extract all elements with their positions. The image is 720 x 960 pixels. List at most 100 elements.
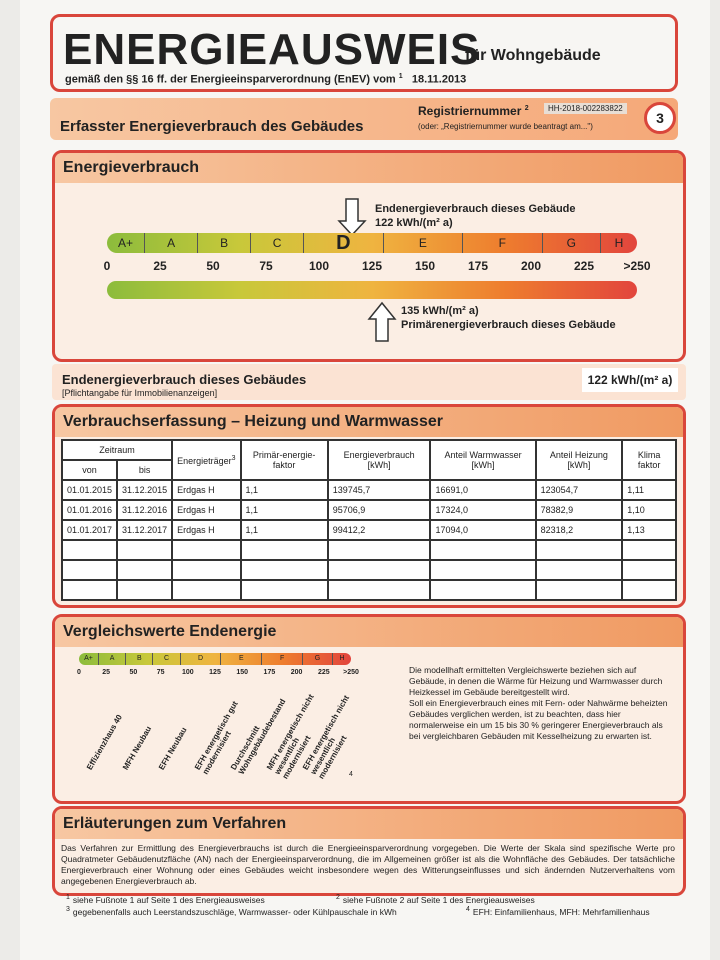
table-cell: 1,1 (239, 479, 329, 501)
reg-label-text: Registriernummer (418, 104, 522, 118)
section-bar: Erfasster Energieverbrauch des Gebäudes … (50, 98, 678, 140)
scale-tick: 225 (573, 259, 595, 273)
footnote: 2 siehe Fußnote 2 auf Seite 1 des Energie… (336, 894, 535, 905)
class-label: H (331, 653, 351, 665)
empty-cell (60, 559, 119, 581)
table-row: 01.01.2015 31.12.2015 Erdgas H 1,1 139745,7 1… (60, 479, 677, 501)
table-cell: 31.12.2016 (116, 499, 174, 521)
empty-cell (116, 539, 174, 561)
footnote-mark: 2 (336, 894, 340, 901)
footnote: 3 gegebenenfalls auch Leerstandszuschläge… (66, 906, 397, 917)
class-label: D (179, 653, 221, 665)
footnote-mark: 4 (466, 906, 470, 913)
scale-tick: 0 (103, 259, 111, 273)
vergleich-text2: Soll ein Energieverbrauch eines mit Fern… (409, 698, 668, 741)
table-cell: 01.01.2017 (60, 519, 119, 541)
empty-cell (429, 539, 537, 561)
scale-tick: 25 (102, 669, 111, 676)
empty-cell (239, 539, 329, 561)
vergleich-box: Vergleichswerte Endenergie A+ A B C D E F G H 0 2… (52, 614, 686, 804)
class-label: H (599, 233, 637, 253)
class-label: B (125, 653, 152, 665)
th-warmwasser: Anteil Warmwasser [kWh] (429, 439, 537, 481)
footnote: 4 EFH: Einfamilienhaus, MFH: Mehrfamilien… (466, 906, 650, 917)
empty-cell (60, 539, 119, 561)
subtitle: für Wohngebäude (465, 47, 601, 64)
summary-note: [Pflichtangabe für Immobilienanzeigen] (62, 388, 218, 398)
empty-cell (326, 559, 432, 581)
footnote-text: EFH: Einfamilienhaus, MFH: Mehrfamilienh… (472, 906, 650, 917)
table-cell: 01.01.2015 (60, 479, 119, 501)
footnote-text: siehe Fußnote 2 auf Seite 1 des Energiea… (342, 894, 535, 905)
primary-value: 135 kWh/(m² a) (401, 305, 479, 317)
class-label: A+ (118, 236, 134, 250)
scale-bar-lower (107, 281, 637, 299)
class-label: G (302, 653, 332, 665)
table-row: 01.01.2016 31.12.2016 Erdgas H 1,1 95706,9 17… (60, 499, 677, 521)
arrow-up (367, 301, 397, 342)
scale-tick: 175 (263, 669, 276, 676)
verbrauch-box: Verbrauchserfassung – Heizung und Warmwa… (52, 404, 686, 608)
reg-note: (oder: „Registriernummer wurde beantragt… (418, 122, 593, 131)
class-label: C (250, 233, 303, 253)
footnote-text: gegebenenfalls auch Leerstandszuschläge,… (72, 906, 397, 917)
vergleich-footnote: 4 (349, 771, 353, 778)
empty-cell (171, 539, 242, 561)
empty-cell (621, 539, 677, 561)
table-cell: 01.01.2016 (60, 499, 119, 521)
empty-row (60, 539, 677, 561)
scale-tick: 75 (156, 669, 165, 676)
scale-tick: 150 (414, 259, 436, 273)
basis: gemäß den §§ 16 ff. der Energieeinsparve… (65, 73, 466, 86)
table-cell: 31.12.2015 (116, 479, 174, 501)
table-row: 01.01.2017 31.12.2017 Erdgas H 1,1 99412,2 17… (60, 519, 677, 541)
empty-cell (326, 579, 432, 601)
scale-tick: 0 (77, 669, 81, 676)
empty-cell (326, 539, 432, 561)
scale-ticks: 0 25 50 75 100 125 150 175 200 225 >250 (104, 259, 651, 275)
summary: Endenergieverbrauch dieses Gebäudes [Pfl… (52, 364, 686, 400)
th-verbrauch: Energieverbrauch [kWh] (326, 439, 432, 481)
empty-cell (239, 579, 329, 601)
class-label: B (197, 233, 250, 253)
scale-tick: 50 (206, 259, 220, 273)
date: 18.11.2013 (411, 73, 467, 86)
empty-cell (534, 559, 624, 581)
scale-tick: 200 (520, 259, 542, 273)
empty-cell (116, 559, 174, 581)
th-zeitraum: Zeitraum (60, 439, 174, 461)
scale-tick: 200 (290, 669, 303, 676)
title: ENERGIEAUSWEIS (63, 25, 481, 74)
class-label: E (382, 233, 463, 253)
footnote-mark: 3 (66, 906, 70, 913)
vergleich-scale: A+ A B C D E F G H (79, 653, 351, 665)
scale-tick: 225 (317, 669, 330, 676)
header-box: ENERGIEAUSWEIS für Wohngebäude gemäß den… (50, 14, 678, 92)
th-energietraeger-text: Energieträger (177, 455, 232, 466)
empty-cell (171, 559, 242, 581)
vergleich-text1: Die modellhaft ermittelten Vergleichswer… (409, 665, 663, 697)
table-cell: 139745,7 (326, 479, 432, 501)
energieverbrauch-box: Energieverbrauch Endenergieverbrauch die… (52, 150, 686, 362)
class-label: F (261, 653, 302, 665)
erlaeuterungen-title: Erläuterungen zum Verfahren (55, 809, 683, 839)
scale-tick: 75 (259, 259, 273, 273)
th-energietraeger-fn: 3 (231, 454, 236, 462)
table-cell: 123054,7 (534, 479, 624, 501)
th-klima: Klima faktor (621, 439, 677, 481)
end-label: Endenergieverbrauch dieses Gebäude (375, 203, 576, 215)
energieverbrauch-title: Energieverbrauch (55, 153, 683, 183)
empty-cell (534, 579, 624, 601)
table-cell: 1,1 (239, 499, 329, 521)
table-cell: 78382,9 (534, 499, 624, 521)
empty-cell (429, 579, 537, 601)
scale-tick: 100 (181, 669, 194, 676)
scale-tick: 125 (209, 669, 221, 676)
end-value: 122 kWh/(m² a) (375, 217, 453, 229)
empty-cell (239, 559, 329, 581)
table-cell: 1,11 (621, 479, 677, 501)
table-cell: 1,10 (621, 499, 677, 521)
empty-cell (60, 579, 119, 601)
table-title: Verbrauchserfassung – Heizung und Warmwa… (55, 407, 683, 437)
